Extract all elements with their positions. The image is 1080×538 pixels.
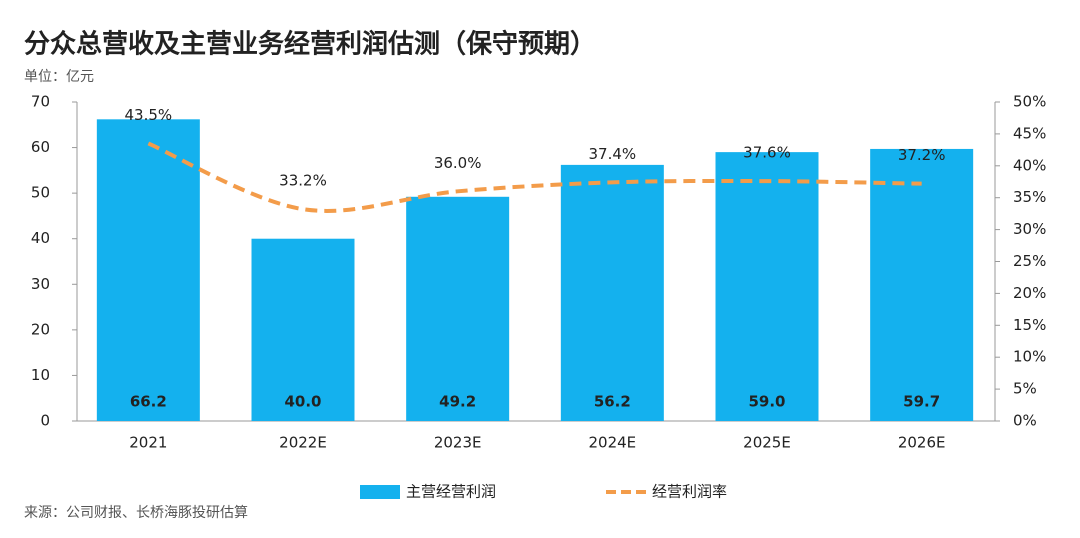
y2-tick-label: 15% [1013,316,1046,334]
bar-value-label: 56.2 [594,393,631,411]
y-tick-label: 20 [31,320,50,338]
line-value-label: 37.4% [589,145,637,163]
chart-title: 分众总营收及主营业务经营利润估测（保守预期） [24,29,596,60]
y-tick-label: 40 [31,229,50,247]
legend-label: 经营利润率 [652,483,727,501]
y2-tick-label: 35% [1013,188,1046,206]
legend-label: 主营经营利润 [406,483,496,501]
y2-tick-label: 40% [1013,156,1046,174]
bar-value-label: 59.7 [903,393,940,411]
y-tick-label: 60 [31,138,50,156]
y2-tick-label: 45% [1013,124,1046,142]
line-value-label: 43.5% [125,106,173,124]
unit-label: 单位：亿元 [24,69,94,85]
y2-tick-label: 0% [1013,412,1037,430]
x-tick-label: 2023E [434,434,482,452]
y-tick-label: 70 [31,93,50,111]
bar [406,196,510,421]
y2-tick-label: 30% [1013,220,1046,238]
y2-tick-label: 25% [1013,252,1046,270]
line-value-label: 33.2% [279,172,327,190]
bar [715,152,819,421]
bar [560,164,664,422]
y2-tick-label: 50% [1013,93,1046,111]
y-tick-label: 30 [31,275,50,293]
source: 来源：公司财报、长桥海豚投研估算 [24,505,248,521]
line [147,141,922,213]
bar [870,148,974,421]
bar [251,238,355,421]
y2-tick-label: 10% [1013,348,1046,366]
x-tick-label: 2021 [129,434,167,452]
y2-tick-label: 5% [1013,380,1037,398]
line-value-label: 37.2% [898,146,946,164]
y-tick-label: 0 [40,412,50,430]
bar-value-label: 59.0 [748,393,785,411]
x-tick-label: 2022E [279,434,327,452]
y-tick-label: 50 [31,184,50,202]
y2-tick-label: 20% [1013,284,1046,302]
y-tick-label: 10 [31,366,50,384]
bar-value-label: 66.2 [130,393,167,411]
x-tick-label: 2025E [743,434,791,452]
legend-swatch [360,485,400,499]
bar [96,119,200,422]
bar-value-label: 49.2 [439,393,476,411]
x-tick-label: 2026E [898,434,946,452]
x-tick-label: 2024E [589,434,637,452]
bar-value-label: 40.0 [284,393,321,411]
line-value-label: 36.0% [434,154,482,172]
line-value-label: 37.6% [743,144,791,162]
